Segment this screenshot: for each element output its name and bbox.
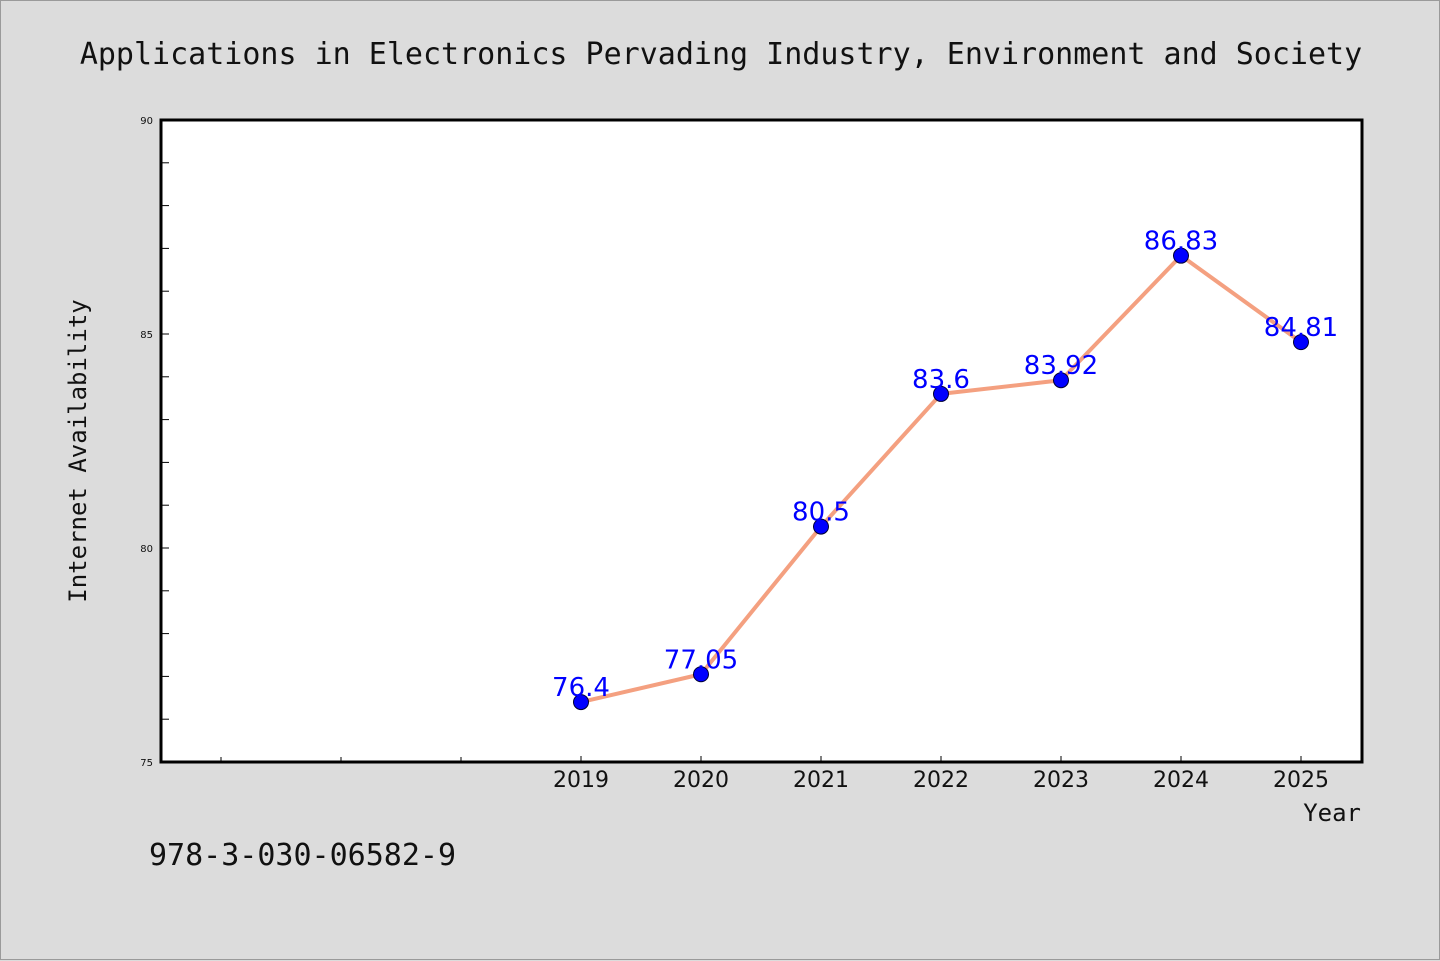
data-value-label: 80.5 [792, 498, 850, 528]
x-tick-label: 2020 [673, 768, 729, 793]
data-value-label: 86.83 [1144, 227, 1218, 257]
data-point-marker [573, 694, 589, 711]
data-value-label: 83.92 [1024, 351, 1098, 381]
series-line-group: 76.4 77.05 80.5 83.6 83.92 86.83 84.81 [552, 227, 1338, 711]
data-point-marker [1173, 247, 1189, 264]
y-axis: 75 80 85 90 [140, 116, 169, 769]
data-point-marker [693, 666, 709, 683]
data-value-label: 84.81 [1264, 313, 1338, 343]
x-tick-label: 2019 [553, 768, 609, 793]
data-point-marker [933, 385, 949, 402]
y-tick-label: 85 [140, 330, 153, 341]
data-point-marker [1053, 372, 1069, 389]
y-tick-label: 75 [140, 758, 153, 769]
x-axis: 2019 2020 2021 2022 2023 2024 2025 [220, 756, 1329, 793]
chart-title: Applications in Electronics Pervading In… [80, 37, 1362, 72]
x-tick-label: 2021 [793, 768, 849, 793]
data-point-marker [1293, 334, 1309, 351]
data-point-marker [813, 518, 829, 535]
data-value-label: 77.05 [664, 645, 738, 675]
x-axis-label: Year [1303, 799, 1361, 827]
y-tick-label: 90 [140, 116, 153, 127]
x-tick-label: 2022 [913, 768, 969, 793]
data-value-label: 76.4 [552, 673, 610, 703]
isbn-text: 978-3-030-06582-9 [149, 838, 456, 873]
x-tick-label: 2023 [1033, 768, 1089, 793]
y-tick-label: 80 [140, 544, 153, 555]
plot-area [159, 118, 1364, 764]
y-axis-label: Internet Availability [64, 299, 92, 602]
data-value-label: 83.6 [912, 365, 970, 395]
x-tick-label: 2024 [1153, 768, 1209, 793]
x-tick-label: 2025 [1273, 768, 1329, 793]
